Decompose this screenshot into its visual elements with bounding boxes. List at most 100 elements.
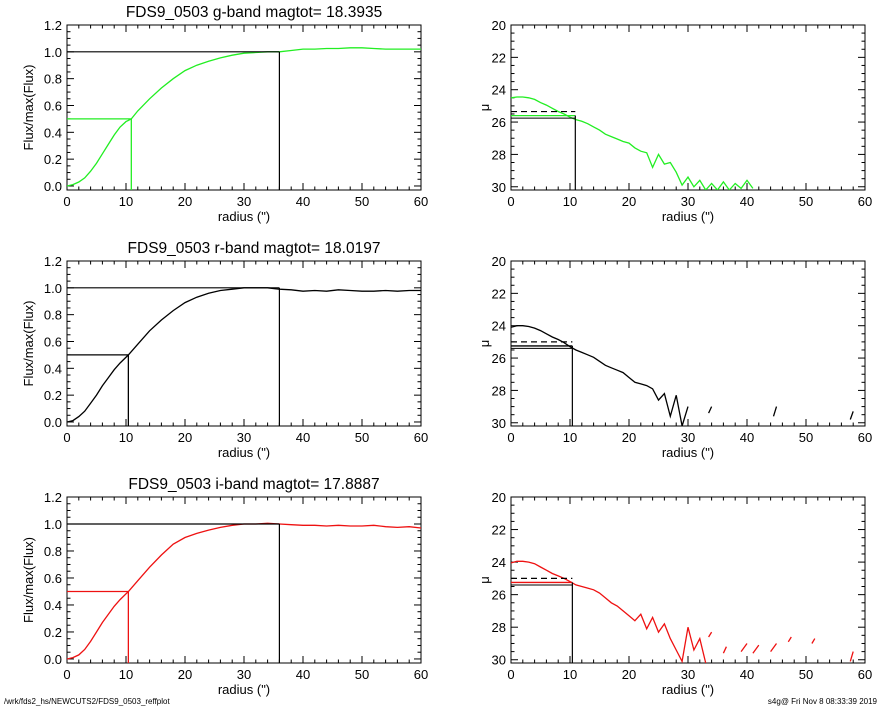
y-tick-label: 0.8 [44,72,62,87]
x-axis-label: radius (") [662,682,714,697]
plot-frame [66,496,422,664]
x-tick-label: 20 [622,194,636,209]
y-tick-label: 28 [492,620,506,635]
y-tick-label: 1.2 [44,490,62,505]
y-tick-label: 0.2 [44,625,62,640]
data-series-line [708,631,854,662]
x-tick-label: 50 [799,430,813,445]
x-tick-label: 60 [414,667,428,682]
y-axis-label: μ [477,104,492,112]
y-tick-label: 26 [492,351,506,366]
y-tick-label: 0.2 [44,152,62,167]
y-tick-label: 30 [492,653,506,668]
y-tick-label: 0.6 [44,571,62,586]
plot-frame [510,496,866,664]
y-tick-label: 0.6 [44,98,62,113]
x-tick-label: 10 [563,430,577,445]
x-tick-label: 30 [237,667,251,682]
plot-frame [66,24,422,191]
y-tick-label: 0.8 [44,308,62,323]
x-tick-label: 20 [622,430,636,445]
y-axis-label: Flux/max(Flux) [21,301,36,387]
growth-curve-r: 0 10 20 30 40 50 60 radius (") 0.0 0.2 0.4 0.6 0.8 1.… [21,240,428,460]
y-tick-label: 1.2 [44,254,62,269]
x-tick-label: 10 [119,430,133,445]
data-series-line [708,406,854,420]
y-tick-label: 26 [492,115,506,130]
x-axis-label: radius (") [218,445,270,460]
y-tick-label: 0.0 [44,652,62,667]
y-tick-label: 22 [492,286,506,301]
sb-profile-g: 0 10 20 30 40 50 60 radius (") 20 22 24 26 28 30 μ [477,18,872,224]
x-tick-label: 40 [296,430,310,445]
x-tick-label: 30 [681,667,695,682]
growth-curve-g: 0 10 20 30 40 50 60 radius (") 0.0 0.2 0.4 0.6 0.8 1.… [21,4,428,224]
y-tick-label: 24 [492,555,506,570]
y-tick-label: 1.2 [44,18,62,33]
x-tick-label: 10 [563,194,577,209]
x-axis-label: radius (") [218,209,270,224]
plot-frame [510,260,866,427]
y-tick-label: 20 [492,18,506,33]
x-tick-label: 0 [507,667,514,682]
chart-title: FDS9_0503 r-band magtot= 18.0197 [128,240,381,257]
y-tick-label: 0.6 [44,334,62,349]
growth-curve-i: 0 10 20 30 40 50 60 radius (") 0.0 0.2 0.4 0.6 0.8 1.… [21,476,428,697]
y-tick-label: 22 [492,523,506,538]
x-tick-label: 40 [296,194,310,209]
x-tick-label: 20 [178,667,192,682]
x-tick-label: 20 [178,430,192,445]
x-tick-label: 0 [63,667,70,682]
x-tick-label: 0 [507,194,514,209]
y-axis-label: μ [477,576,492,584]
y-tick-label: 1.0 [44,281,62,296]
y-tick-label: 24 [492,83,506,98]
x-tick-label: 50 [799,667,813,682]
y-axis-label: Flux/max(Flux) [21,537,36,623]
x-tick-label: 0 [63,194,70,209]
x-tick-label: 60 [858,667,872,682]
x-tick-label: 0 [63,430,70,445]
data-series-line [67,522,421,660]
y-tick-label: 28 [492,147,506,162]
data-series-line [67,47,421,187]
y-tick-label: 20 [492,254,506,269]
y-axis-label: μ [477,340,492,348]
chart-title: FDS9_0503 i-band magtot= 17.8887 [128,476,379,493]
footer-path: /wrk/fds2_hs/NEWCUTS2/FDS9_0503_reffplot [4,697,170,706]
y-tick-label: 26 [492,588,506,603]
x-tick-label: 10 [119,667,133,682]
x-tick-label: 50 [355,194,369,209]
x-tick-label: 40 [740,430,754,445]
y-tick-label: 20 [492,490,506,505]
plot-frame [510,24,866,191]
chart-title: FDS9_0503 g-band magtot= 18.3935 [126,4,382,21]
x-tick-label: 60 [858,194,872,209]
y-tick-label: 30 [492,416,506,431]
x-tick-label: 0 [507,430,514,445]
x-axis-label: radius (") [662,445,714,460]
plot-frame [66,260,422,427]
x-tick-label: 60 [414,430,428,445]
x-tick-label: 20 [178,194,192,209]
x-tick-label: 30 [237,194,251,209]
x-axis-label: radius (") [662,209,714,224]
x-tick-label: 60 [858,430,872,445]
x-tick-label: 60 [414,194,428,209]
data-series-line [511,560,707,663]
x-tick-label: 40 [296,667,310,682]
data-series-line [511,325,689,426]
y-axis-label: Flux/max(Flux) [21,65,36,151]
x-tick-label: 50 [355,667,369,682]
sb-profile-i: 0 10 20 30 40 50 60 radius (") 20 22 24 26 28 30 μ [477,490,872,697]
x-tick-label: 10 [119,194,133,209]
sb-profile-r: 0 10 20 30 40 50 60 radius (") 20 22 24 26 28 30 μ [477,254,872,460]
x-tick-label: 50 [355,430,369,445]
x-tick-label: 20 [622,667,636,682]
y-tick-label: 28 [492,383,506,398]
y-tick-label: 0.8 [44,544,62,559]
x-tick-label: 10 [563,667,577,682]
y-tick-label: 0.2 [44,388,62,403]
footer-timestamp: s4g@ Fri Nov 8 08:33:39 2019 [767,697,877,706]
